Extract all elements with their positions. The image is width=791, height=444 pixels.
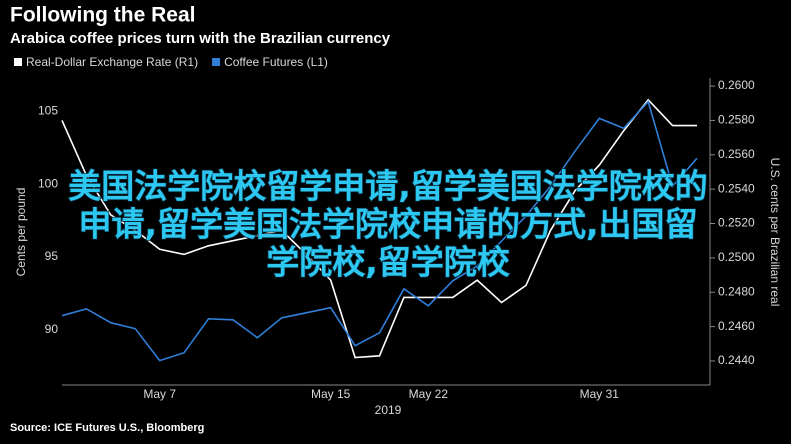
legend-label: Coffee Futures (L1) [224,55,328,69]
overlay-text: 学院校,留学院校 [266,243,510,282]
x-axis-label: 2019 [375,403,402,417]
series-line [61,98,697,359]
source: Source: ICE Futures U.S., Bloomberg [10,422,204,434]
y-tick-label: 100 [38,176,58,190]
x-tick-label: May 7 [143,387,176,401]
overlay-text: 申请,留学美国法学院校申请的方式,出国留 [78,205,697,244]
y2-tick-label: 0.2600 [718,78,755,92]
y-tick-label: 95 [45,249,59,263]
x-tick-label: May 15 [311,387,351,401]
legend-label: Real-Dollar Exchange Rate (R1) [26,55,198,69]
y-tick-label: 90 [45,322,59,336]
y2-tick-label: 0.2500 [718,250,755,264]
y2-tick-label: 0.2440 [718,353,755,367]
y2-tick-label: 0.2520 [718,216,755,230]
chart-subtitle: Arabica coffee prices turn with the Braz… [10,30,391,47]
y2-axis-label: U.S. cents per Brazilian real [768,158,782,307]
x-tick-label: May 22 [409,387,449,401]
y2-tick-label: 0.2540 [718,181,755,195]
y2-tick-label: 0.2580 [718,113,755,127]
y2-tick-label: 0.2460 [718,319,755,333]
y-tick-label: 105 [38,104,58,118]
legend-swatch [14,58,22,66]
chart-title: Following the Real [10,4,196,27]
x-tick-label: May 31 [580,387,620,401]
series-line [61,100,698,362]
y2-tick-label: 0.2560 [718,147,755,161]
overlay-text: 美国法学院校留学申请,留学美国法学院校的 [68,167,708,206]
y2-tick-label: 0.2480 [718,284,755,298]
y-axis-label: Cents per pound [14,188,28,277]
legend-swatch [212,58,221,66]
